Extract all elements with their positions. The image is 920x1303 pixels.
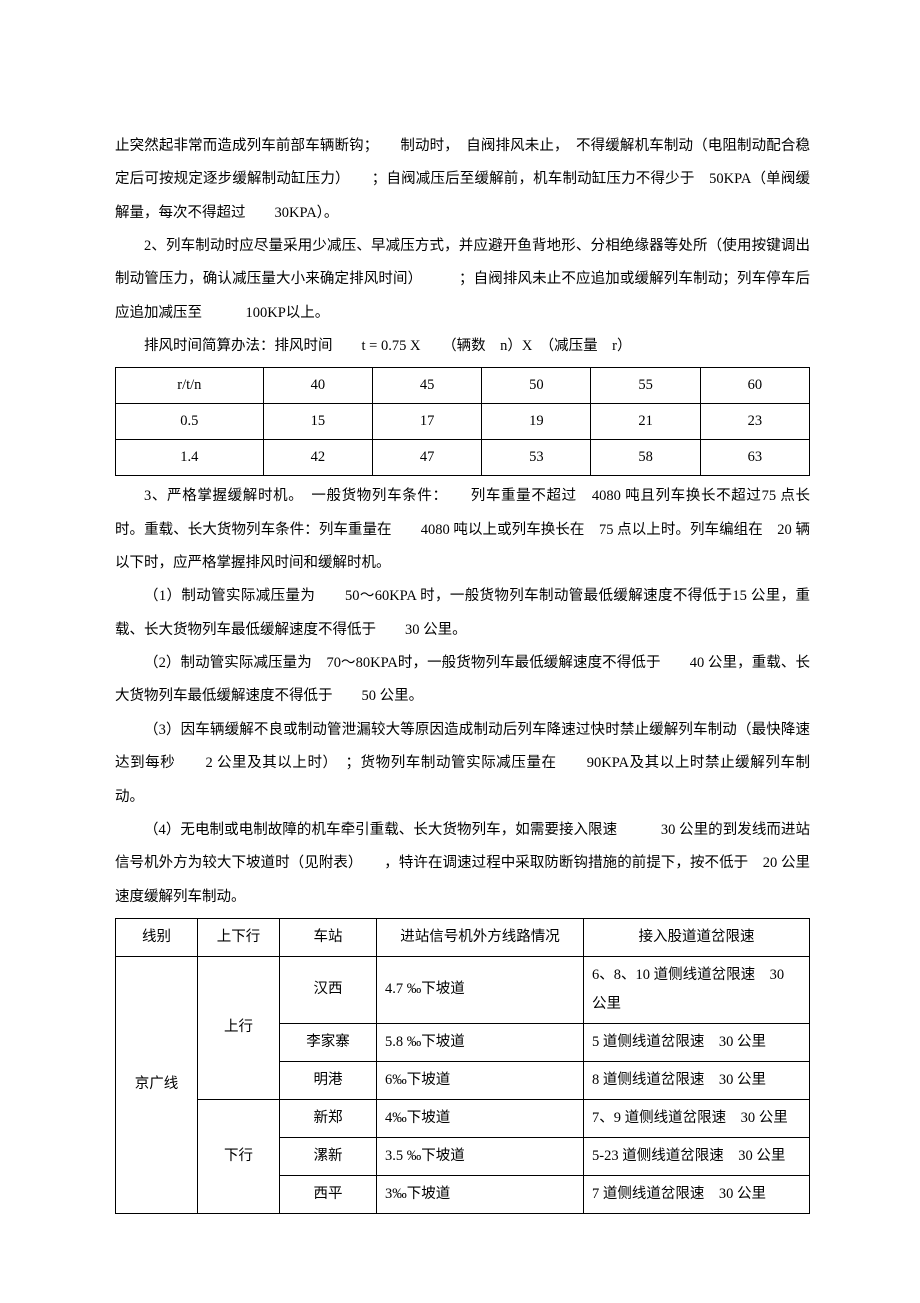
- table-row: 京广线 上行 汉西 4.7 ‰下坡道 6、8、10 道侧线道岔限速 30 公里: [116, 956, 810, 1023]
- cell-station: 漯新: [280, 1137, 377, 1175]
- cell-direction-down: 下行: [198, 1099, 280, 1213]
- cell-station: 李家寨: [280, 1023, 377, 1061]
- cell-situation: 6‰下坡道: [377, 1061, 584, 1099]
- cell: 17: [372, 404, 481, 440]
- header-situation: 进站信号机外方线路情况: [377, 918, 584, 956]
- header-line: 线别: [116, 918, 198, 956]
- paragraph-7: （3）因车辆缓解不良或制动管泄漏较大等原因造成制动后列车降速过快时禁止缓解列车制…: [115, 714, 810, 814]
- paragraph-8: （4）无电制或电制故障的机车牵引重载、长大货物列车，如需要接入限速 30 公里的…: [115, 814, 810, 914]
- cell: 19: [482, 404, 591, 440]
- cell-station: 西平: [280, 1175, 377, 1213]
- table-row: r/t/n 40 45 50 55 60: [116, 368, 810, 404]
- table-row: 1.4 42 47 53 58 63: [116, 440, 810, 476]
- exhaust-time-table: r/t/n 40 45 50 55 60 0.5 15 17 19 21 23 …: [115, 367, 810, 476]
- cell: 1.4: [116, 440, 264, 476]
- cell: 15: [263, 404, 372, 440]
- cell: 63: [700, 440, 809, 476]
- cell-situation: 5.8 ‰下坡道: [377, 1023, 584, 1061]
- cell-situation: 4‰下坡道: [377, 1099, 584, 1137]
- paragraph-2: 2、列车制动时应尽量采用少减压、早减压方式，并应避开鱼背地形、分相绝缘器等处所（…: [115, 230, 810, 330]
- cell: 23: [700, 404, 809, 440]
- cell: 42: [263, 440, 372, 476]
- cell: 21: [591, 404, 700, 440]
- paragraph-4: 3、严格掌握缓解时机。 一般货物列车条件： 列车重量不超过 4080 吨且列车换…: [115, 480, 810, 580]
- cell-limit: 6、8、10 道侧线道岔限速 30 公里: [584, 956, 810, 1023]
- cell: 0.5: [116, 404, 264, 440]
- cell: 47: [372, 440, 481, 476]
- cell-limit: 8 道侧线道岔限速 30 公里: [584, 1061, 810, 1099]
- table-row: 0.5 15 17 19 21 23: [116, 404, 810, 440]
- cell-line: 京广线: [116, 956, 198, 1213]
- header-limit: 接入股道道岔限速: [584, 918, 810, 956]
- cell-limit: 5-23 道侧线道岔限速 30 公里: [584, 1137, 810, 1175]
- paragraph-6: （2）制动管实际减压量为 70～80KPA时，一般货物列车最低缓解速度不得低于 …: [115, 647, 810, 714]
- header-station: 车站: [280, 918, 377, 956]
- cell-limit: 7、9 道侧线道岔限速 30 公里: [584, 1099, 810, 1137]
- cell: r/t/n: [116, 368, 264, 404]
- paragraph-3: 排风时间简算办法：排风时间 t = 0.75 X （辆数 n）X （减压量 r）: [115, 330, 810, 363]
- document-page: 止突然起非常而造成列车前部车辆断钩； 制动时， 自阀排风未止， 不得缓解机车制动…: [0, 0, 920, 1278]
- cell-station: 新郑: [280, 1099, 377, 1137]
- cell: 60: [700, 368, 809, 404]
- cell-direction-up: 上行: [198, 956, 280, 1099]
- cell-limit: 5 道侧线道岔限速 30 公里: [584, 1023, 810, 1061]
- station-limit-table: 线别 上下行 车站 进站信号机外方线路情况 接入股道道岔限速 京广线 上行 汉西…: [115, 918, 810, 1214]
- cell-situation: 3.5 ‰下坡道: [377, 1137, 584, 1175]
- cell-situation: 4.7 ‰下坡道: [377, 956, 584, 1023]
- cell-situation: 3‰下坡道: [377, 1175, 584, 1213]
- cell: 40: [263, 368, 372, 404]
- cell: 53: [482, 440, 591, 476]
- cell-station: 汉西: [280, 956, 377, 1023]
- cell: 55: [591, 368, 700, 404]
- cell: 58: [591, 440, 700, 476]
- table-row: 线别 上下行 车站 进站信号机外方线路情况 接入股道道岔限速: [116, 918, 810, 956]
- paragraph-1: 止突然起非常而造成列车前部车辆断钩； 制动时， 自阀排风未止， 不得缓解机车制动…: [115, 130, 810, 230]
- cell: 45: [372, 368, 481, 404]
- cell-limit: 7 道侧线道岔限速 30 公里: [584, 1175, 810, 1213]
- table-row: 下行 新郑 4‰下坡道 7、9 道侧线道岔限速 30 公里: [116, 1099, 810, 1137]
- paragraph-5: （1）制动管实际减压量为 50～60KPA 时，一般货物列车制动管最低缓解速度不…: [115, 580, 810, 647]
- cell-station: 明港: [280, 1061, 377, 1099]
- header-direction: 上下行: [198, 918, 280, 956]
- cell: 50: [482, 368, 591, 404]
